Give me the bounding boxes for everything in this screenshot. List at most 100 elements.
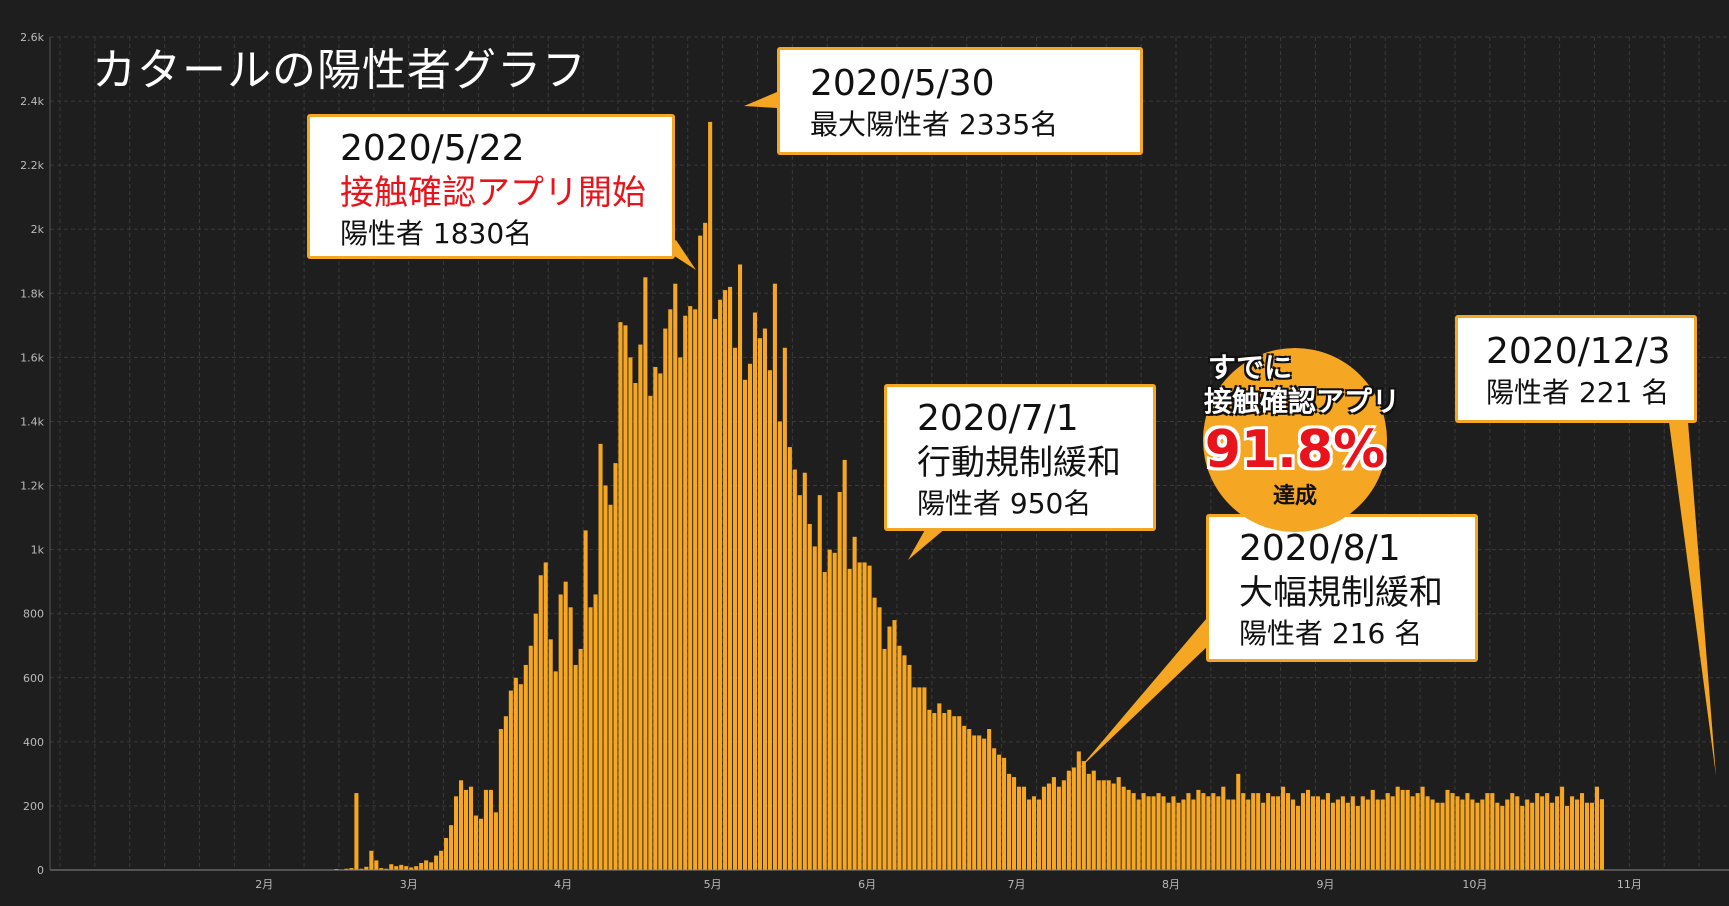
data-bar — [1445, 789, 1450, 870]
data-bar — [1355, 805, 1360, 870]
data-bar — [493, 812, 498, 870]
data-bar — [1221, 786, 1226, 870]
data-bar — [922, 687, 927, 870]
data-bar — [1599, 799, 1604, 870]
data-bar — [588, 607, 593, 870]
data-bar — [977, 735, 982, 870]
x-tick-label: 4月 — [554, 878, 572, 891]
data-bar — [488, 789, 493, 870]
callout-count: 陽性者 216 名 — [1239, 617, 1423, 650]
data-bar — [513, 677, 518, 870]
data-bar — [379, 868, 384, 870]
data-bar — [872, 597, 877, 870]
data-bar — [508, 690, 513, 870]
data-bar — [1031, 796, 1037, 870]
data-bar — [867, 565, 872, 870]
callout-event: 大幅規制緩和 — [1239, 573, 1443, 613]
data-bar — [458, 780, 464, 870]
data-bar — [1505, 799, 1510, 870]
data-bar — [608, 504, 613, 870]
data-bar — [1081, 761, 1086, 870]
data-bar — [1291, 799, 1296, 870]
data-bar — [1226, 799, 1231, 870]
data-bar — [812, 546, 817, 870]
data-bar — [548, 639, 553, 870]
callout-count: 最大陽性者 2335名 — [810, 108, 1059, 141]
data-bar — [369, 850, 374, 870]
data-bar — [1111, 783, 1116, 870]
data-bar — [678, 357, 683, 870]
badge-line2: 接触確認アプリ — [1203, 385, 1400, 418]
data-bar — [772, 283, 777, 870]
data-bar — [1156, 793, 1161, 870]
data-bar — [1360, 796, 1365, 870]
data-bar — [633, 383, 638, 870]
data-bar — [917, 687, 922, 870]
badge-line1: すでに — [1207, 351, 1293, 384]
data-bar — [1161, 796, 1166, 870]
data-bar — [384, 868, 389, 870]
x-tick-label: 6月 — [858, 878, 876, 891]
data-bar — [1390, 796, 1395, 870]
data-bar — [658, 373, 663, 870]
data-bar — [663, 328, 668, 870]
callout-count: 陽性者 950名 — [917, 487, 1092, 520]
data-bar — [1460, 799, 1465, 870]
data-bar — [1261, 802, 1266, 870]
data-bar — [344, 868, 349, 870]
data-bar — [1012, 777, 1017, 870]
data-bar — [708, 121, 713, 871]
data-bar — [1171, 796, 1176, 870]
data-bar — [1276, 796, 1281, 870]
data-bar — [538, 575, 543, 870]
data-bar — [1021, 786, 1027, 870]
data-bar — [1380, 799, 1385, 870]
callout-date: 2020/5/30 — [810, 63, 995, 104]
data-bar — [1046, 783, 1051, 870]
data-bar — [877, 607, 882, 870]
data-bar — [747, 363, 753, 870]
badge-done: 達成 — [1272, 484, 1317, 509]
data-bar — [673, 283, 678, 870]
data-bar — [942, 713, 947, 870]
data-bar — [1286, 793, 1291, 870]
data-bar — [897, 645, 902, 870]
data-bar — [1435, 802, 1440, 870]
data-bar — [434, 855, 439, 870]
data-bar — [1530, 802, 1535, 870]
data-bar — [593, 594, 598, 870]
data-bar — [932, 713, 937, 870]
data-bar — [498, 729, 503, 870]
data-bar — [1141, 793, 1146, 870]
data-bar — [1545, 793, 1550, 870]
data-bar — [1216, 796, 1221, 870]
data-bar — [1176, 802, 1181, 870]
data-bar — [463, 789, 469, 870]
data-bar — [907, 664, 912, 870]
callout-date: 2020/7/1 — [917, 398, 1079, 439]
callout-app-start: 2020/5/22 接触確認アプリ開始 陽性者 1830名 — [307, 114, 675, 259]
data-bar — [737, 264, 743, 870]
y-tick-label: 1.8k — [20, 287, 44, 300]
data-bar — [837, 491, 842, 870]
data-bar — [1485, 793, 1490, 870]
data-bar — [1584, 802, 1590, 870]
data-bar — [1211, 793, 1216, 870]
y-tick-label: 1.6k — [20, 351, 44, 364]
data-bar — [618, 322, 623, 870]
data-bar — [1375, 799, 1380, 870]
data-bar — [742, 379, 748, 870]
data-bar — [553, 671, 558, 870]
data-bar — [454, 796, 459, 870]
data-bar — [1325, 793, 1330, 870]
data-bar — [1345, 802, 1350, 870]
x-tick-label: 5月 — [704, 878, 722, 891]
y-tick-label: 1.2k — [20, 480, 44, 493]
data-bar — [1540, 796, 1545, 870]
data-bar — [1440, 802, 1445, 870]
data-bar — [1096, 780, 1101, 870]
data-bar — [698, 235, 703, 871]
x-tick-label: 8月 — [1162, 878, 1180, 891]
data-bar — [782, 347, 787, 870]
